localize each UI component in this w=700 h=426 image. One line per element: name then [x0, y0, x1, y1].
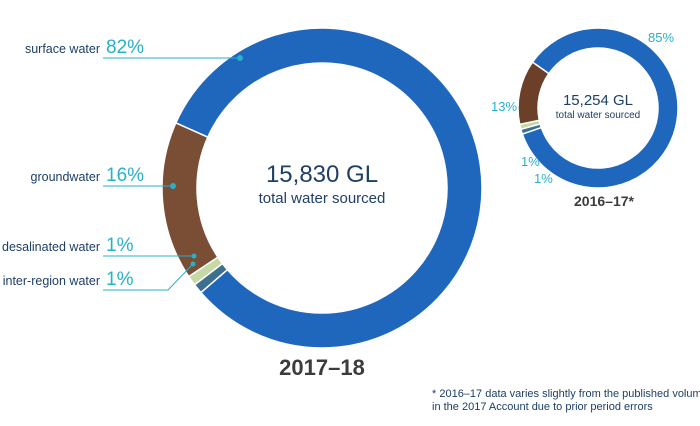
footnote: * 2016–17 data varies slightly from the …	[432, 388, 700, 414]
center-label-2017-18: total water sourced	[259, 190, 386, 207]
period-2017-18: 2017–18	[279, 355, 365, 380]
leader-inter-region	[103, 263, 194, 291]
pct-small-inter-region: 1%	[534, 171, 553, 186]
donut-2017-18	[161, 27, 483, 349]
slice-surface-water	[521, 27, 679, 189]
center-label-2016-17: total water sourced	[556, 110, 641, 121]
label-surface-water: surface water	[25, 42, 100, 56]
footnote-line-1: * 2016–17 data varies slightly from the …	[432, 388, 700, 400]
donut-2016-17	[517, 27, 679, 189]
leader-lines	[103, 55, 243, 291]
leader-dot-desalinated	[191, 253, 197, 259]
slice-groundwater	[517, 61, 550, 126]
label-groundwater: groundwater	[31, 170, 101, 184]
label-inter-region-water: inter-region water	[3, 274, 100, 288]
pct-small-groundwater: 13%	[491, 99, 517, 114]
pct-desalinated-water: 1%	[106, 235, 134, 256]
leader-dot-inter-region	[190, 261, 196, 267]
pct-small-surface: 85%	[648, 30, 674, 45]
slice-groundwater	[161, 121, 219, 278]
label-desalinated-water: desalinated water	[2, 240, 100, 254]
center-total-2017-18: 15,830 GL	[266, 161, 378, 188]
leader-dot-surface	[237, 55, 243, 61]
center-total-2016-17: 15,254 GL	[563, 92, 633, 109]
pct-surface-water: 82%	[106, 37, 144, 58]
pct-small-desalinated: 1%	[521, 154, 540, 169]
footnote-line-2: in the 2017 Account due to prior period …	[432, 401, 653, 413]
slice-surface-water	[174, 27, 483, 349]
pct-inter-region-water: 1%	[106, 269, 134, 290]
pct-groundwater: 16%	[106, 165, 144, 186]
leader-dot-groundwater	[170, 183, 176, 189]
period-2016-17: 2016–17*	[574, 193, 635, 209]
